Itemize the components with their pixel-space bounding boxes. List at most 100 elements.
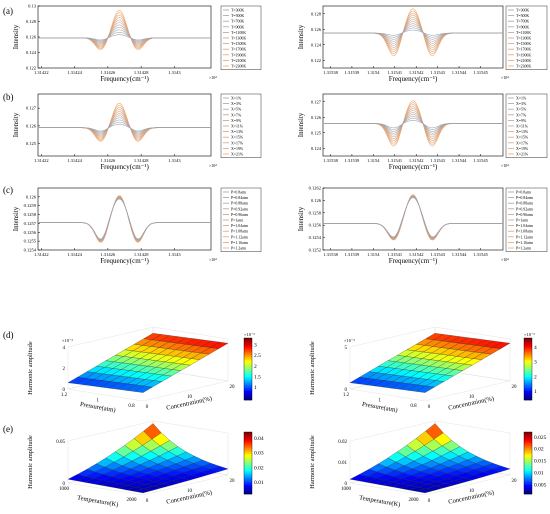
y-tick-label: 0.1256 (309, 223, 322, 228)
x-tick-label: 1.3143 (168, 70, 181, 75)
colorbar-segment (524, 453, 532, 456)
series-line (323, 21, 503, 44)
series-line (323, 114, 503, 134)
y-tick-label: 0.1254 (309, 235, 322, 240)
x-tick-label: 1.31426 (101, 158, 116, 163)
colorbar-exponent: ×10⁻³ (524, 332, 535, 337)
chart-c-right: 0.1252 0.1254 0.1256 0.1258 0.126 0.1262 1.315… (297, 186, 548, 265)
series-line (38, 197, 211, 241)
x-axis-label: Frequency(cm⁻¹) (389, 75, 438, 83)
colorbar-segment (244, 342, 252, 345)
series-line (38, 121, 211, 133)
x-axis-label: Frequency(cm⁻¹) (100, 75, 149, 83)
legend-entry: X=13% (516, 130, 529, 134)
legend-entry: X=19% (231, 147, 244, 151)
colorbar-tick-label: 3 (254, 342, 257, 348)
colorbar-segment (524, 480, 532, 482)
legend-entry: P=1.16atm (516, 241, 533, 245)
series-line (38, 196, 211, 242)
colorbar-segment (524, 347, 532, 350)
x-tick-label: 0.8 (410, 404, 417, 409)
colorbar-segment (524, 348, 532, 351)
colorbar-segment (244, 378, 252, 381)
z-axis-label: Harmonic amplitude (27, 435, 34, 489)
x-exponent: ×10⁴ (209, 257, 217, 262)
colorbar-segment (244, 396, 252, 399)
legend-entry: T=1900K (231, 53, 246, 57)
colorbar-tick-label: 0.02 (254, 465, 264, 471)
colorbar-segment (524, 455, 532, 458)
x-tick-label: 1.3143 (168, 252, 181, 257)
colorbar-segment (524, 441, 532, 444)
colorbar-segment (244, 447, 252, 450)
colorbar-segment (244, 351, 252, 354)
series-line (323, 194, 503, 241)
colorbar-segment (524, 396, 532, 399)
colorbar-segment (524, 458, 532, 461)
colorbar-segment (524, 475, 532, 478)
plot-frame (37, 93, 212, 157)
colorbar-segment (244, 369, 252, 371)
legend-entry: P=1.08atm (516, 230, 533, 234)
colorbar-segment (524, 481, 532, 484)
colorbar-segment (244, 452, 252, 454)
y-tick-label: 20 (230, 479, 236, 484)
series-line (38, 117, 211, 135)
colorbar-tick-label: 1 (534, 389, 537, 395)
colorbar-segment (244, 386, 252, 388)
colorbar-segment (244, 372, 252, 374)
colorbar-segment (244, 480, 252, 482)
colorbar-tick-label: 1 (254, 385, 257, 391)
y-tick-label: 0.127 (26, 106, 37, 111)
series-line (323, 17, 503, 48)
colorbar-segment (244, 478, 252, 481)
legend-entry: P=0.92atm (231, 207, 248, 211)
legend-entry: T=900K (231, 25, 244, 29)
plot-frame (37, 5, 212, 69)
y-tick-label: 0.1255 (24, 239, 37, 244)
x-tick-label: 1.31542 (409, 70, 424, 75)
y-axis-label: Intensity (12, 206, 20, 231)
series-line (38, 119, 211, 134)
x-axis-label: Frequency(cm⁻¹) (100, 163, 149, 171)
legend-entry: X=5% (231, 108, 242, 112)
colorbar-segment (524, 489, 532, 492)
colorbar-segment (244, 353, 252, 356)
colorbar-segment (524, 381, 532, 384)
legend-entry: P=0.8atm (231, 191, 246, 195)
x-axis-label: Temperature(K) (77, 494, 119, 508)
colorbar-segment (524, 463, 532, 465)
colorbar-segment (524, 439, 532, 442)
colorbar-segment (244, 387, 252, 390)
colorbar-segment (524, 369, 532, 371)
y-axis-label: Intensity (297, 206, 305, 231)
z-tick-label: 0 (345, 388, 348, 393)
series-line (38, 195, 211, 243)
colorbar-segment (524, 390, 532, 393)
colorbar-segment (524, 469, 532, 472)
x-tick-label: 1.31426 (101, 70, 116, 75)
colorbar-segment (244, 489, 252, 492)
z-exponent: ×10⁻³ (344, 338, 355, 343)
row-label: (a) (3, 6, 13, 16)
y-tick-label: 0.122 (26, 66, 36, 71)
colorbar-segment (244, 375, 252, 378)
colorbar-segment (524, 351, 532, 354)
y-tick-label: 0.1258 (309, 210, 322, 215)
x-tick-label: 0.8 (128, 404, 135, 409)
legend-entry: P=0.88atm (516, 202, 533, 206)
series-line (38, 113, 211, 137)
colorbar: 0.005 0.01 0.015 0.02 0.025 (523, 431, 547, 495)
y-axis-label: Intensity (297, 112, 305, 137)
y-axis-label: Intensity (12, 112, 20, 137)
colorbar-tick-label: 1.5 (254, 374, 261, 380)
x-tick-label: 1.31424 (67, 158, 82, 163)
x-tick-label: 2000 (127, 498, 138, 503)
legend-entry: T=700K (516, 20, 529, 24)
series-line (323, 196, 503, 238)
colorbar-segment (244, 339, 252, 342)
surface-cell (416, 488, 435, 494)
legend-entry: X=9% (516, 119, 527, 123)
series-line (38, 196, 211, 242)
y-tick-label: 10 (469, 489, 475, 494)
